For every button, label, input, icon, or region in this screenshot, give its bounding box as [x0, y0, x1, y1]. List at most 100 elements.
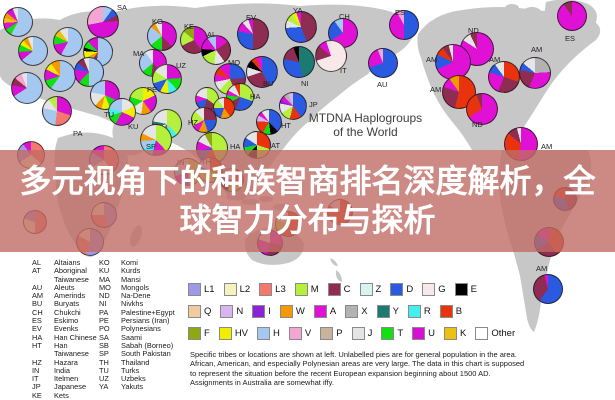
pie-label: ES: [565, 34, 576, 43]
legend-code: L2: [239, 284, 251, 295]
abbrev-code: AL: [32, 258, 42, 267]
legend-code: P: [336, 328, 343, 339]
abbrev-name: Aleuts: [54, 282, 75, 292]
abbrev-name: Persians (Iran): [121, 316, 170, 326]
abbrev-code: KE: [32, 390, 42, 400]
abbrev-code: HA: [32, 332, 43, 342]
map-title-line2: of the World: [333, 124, 398, 139]
abbrev-code: PA: [99, 307, 109, 317]
abbrev-name: Mongols: [121, 282, 149, 292]
abbrev-row: NI Nivkhs: [99, 299, 175, 309]
pie-label: CH: [339, 12, 350, 21]
pie-label: AL: [207, 30, 217, 39]
legend-item: M: [294, 283, 319, 296]
abbrev-name: Hazara: [54, 357, 78, 367]
legend-item: C: [327, 283, 351, 296]
legend-color-swatch: [223, 283, 237, 296]
legend-item: N: [220, 305, 243, 318]
legend-code: HV: [234, 328, 249, 339]
abbrev-code: TH: [99, 357, 109, 367]
legend-item: X: [345, 305, 368, 318]
abbrev-name: Kurds: [121, 266, 141, 276]
legend-item: I: [252, 305, 271, 318]
title-banner: 多元视角下的种族智商排名深度解析，全 球智力分布与探析: [0, 150, 615, 252]
abbrev-row: PE Persians (Iran): [99, 316, 175, 326]
pie-label: AM: [489, 55, 501, 64]
legend-color-swatch: [257, 327, 271, 340]
legend-color-swatch: [294, 283, 308, 296]
abbrev-row: SB Sabah (Borneo): [99, 341, 175, 350]
pie-label: AU: [377, 80, 388, 89]
legend-color-swatch: [188, 327, 201, 340]
abbrev-name: South Pakistan: [121, 349, 171, 359]
abbrev-code: KO: [99, 258, 110, 267]
legend-code: M: [310, 284, 319, 295]
arctic-island: [505, 4, 519, 12]
legend-code: Q: [204, 306, 212, 317]
abbrev-name: Chukchi: [54, 307, 81, 317]
abbrev-name: Polynesians: [121, 324, 161, 334]
abbrev-row: CH Chukchi: [32, 307, 99, 317]
legend-code: W: [295, 306, 305, 317]
legend-item: F: [188, 327, 210, 340]
abbrev-code: AM: [32, 291, 44, 301]
legend-item: Y: [376, 305, 399, 318]
pie-chart: [557, 1, 587, 31]
legend-code: D: [406, 284, 414, 295]
pie-chart: [191, 107, 217, 133]
pie-label: YA: [293, 6, 303, 15]
abbrev-row: AU Aleuts: [32, 282, 99, 292]
abbrev-row: JP Japanese: [32, 382, 99, 392]
abbrev-row: Taiwanese: [32, 275, 99, 284]
pie-label: NI: [301, 79, 309, 88]
abbrev-row: PO Polynesians: [99, 324, 175, 334]
legend-item: D: [390, 283, 413, 296]
pie-chart: [435, 44, 471, 80]
abbrev-row: KO Komi: [99, 258, 175, 267]
pie-chart: [389, 10, 419, 40]
legend-code: K: [460, 328, 467, 339]
abbrev-row: HZ Hazara: [32, 357, 99, 367]
pie-label: UZ: [176, 61, 186, 70]
abbrev-row: TH Thailand: [99, 357, 175, 367]
pie-label: HZ: [188, 118, 198, 127]
legend-code: A: [329, 306, 337, 317]
abbrev-row: KU Kurds: [99, 266, 175, 276]
legend-code: N: [236, 306, 244, 317]
pie-label: SA: [117, 3, 128, 12]
abbrev-row: AT Aboriginal: [32, 266, 99, 275]
abbrev-code: SP: [99, 349, 109, 359]
pie-chart: [53, 27, 83, 57]
pie-chart: [285, 11, 317, 43]
pie-label: TU: [104, 110, 114, 119]
abbrev-name: Itelmen: [54, 374, 79, 384]
legend-color-swatch: [444, 327, 458, 340]
pie-chart: [533, 274, 563, 304]
legend-code: Other: [491, 328, 516, 339]
abbrev-code: SA: [99, 332, 109, 342]
new-zealand-islands: [330, 258, 342, 282]
abbrev-name: Amerinds: [54, 291, 86, 301]
abbrev-code: IT: [32, 374, 39, 384]
legend-code: L1: [204, 284, 215, 295]
abbrev-code: ES: [32, 316, 42, 326]
abbrev-name: Buryats: [54, 299, 80, 309]
abbrev-row: YA Yakuts: [99, 383, 175, 392]
abbrev-name: Japanese: [54, 382, 87, 392]
arctic-island: [523, 7, 541, 17]
legend-code: L3: [275, 284, 286, 295]
pie-chart: [108, 98, 136, 126]
japan-islands: [306, 97, 322, 123]
pie-label: MO: [228, 58, 241, 67]
pie-label: HA: [230, 142, 241, 151]
abbrev-name: Uzbeks: [121, 374, 146, 384]
abbrev-name: Kets: [54, 390, 69, 400]
pie-chart: [87, 6, 119, 38]
pie-chart: [226, 83, 254, 111]
abbrev-col1: AL Altaians AT Aboriginal Taiwanese AU Aleuts A…: [32, 258, 99, 400]
abbrev-name: Saami: [121, 332, 142, 342]
abbrev-name: Nivkhs: [121, 299, 144, 309]
legend-color-swatch: [381, 327, 395, 340]
abbrev-row: ND Na-Dene: [99, 291, 175, 300]
